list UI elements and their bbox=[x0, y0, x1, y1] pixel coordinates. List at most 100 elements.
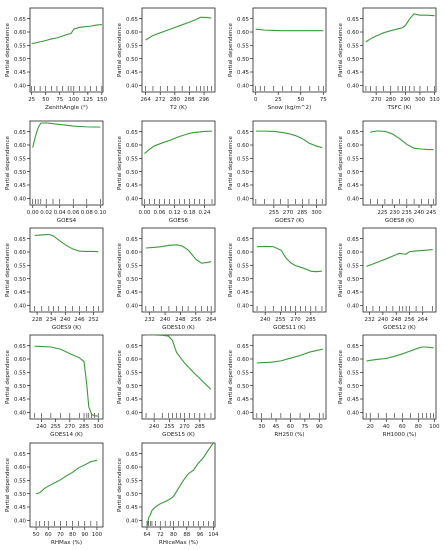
y-tick-label: 0.50 bbox=[14, 492, 27, 498]
y-tick-label: 0.45 bbox=[14, 397, 26, 403]
y-tick-label: 0.40 bbox=[126, 304, 139, 310]
y-tick-label: 0.60 bbox=[237, 30, 250, 36]
y-tick-label: 0.65 bbox=[347, 130, 359, 136]
x-tick-label: 50 bbox=[297, 97, 304, 103]
y-tick-label: 0.55 bbox=[14, 264, 26, 270]
y-tick-label: 0.40 bbox=[126, 84, 139, 90]
y-tick-label: 0.55 bbox=[237, 264, 249, 270]
x-tick-label: 60 bbox=[45, 532, 52, 538]
x-tick-label: 96 bbox=[197, 532, 204, 538]
x-tick-label: 285 bbox=[306, 317, 316, 323]
y-tick-label: 0.60 bbox=[14, 250, 27, 256]
x-tick-label: 100 bbox=[69, 97, 80, 103]
y-tick-label: 0.45 bbox=[347, 290, 359, 296]
y-axis-label: Partial dependence bbox=[338, 349, 344, 403]
x-tick-label: 60 bbox=[399, 424, 406, 430]
x-axis-label: RHMax (%) bbox=[51, 540, 82, 546]
y-tick-label: 0.45 bbox=[237, 290, 249, 296]
y-tick-label: 0.65 bbox=[237, 130, 249, 136]
x-tick-label: 270 bbox=[179, 424, 190, 430]
y-tick-label: 0.45 bbox=[237, 183, 249, 189]
pd-line bbox=[366, 249, 433, 267]
y-tick-label: 0.55 bbox=[14, 371, 26, 377]
y-tick-label: 0.40 bbox=[14, 197, 27, 203]
y-tick-label: 0.60 bbox=[126, 250, 139, 256]
y-axis-label: Partial dependence bbox=[117, 135, 123, 189]
y-tick-label: 0.40 bbox=[237, 411, 250, 417]
x-tick-label: 88 bbox=[183, 532, 190, 538]
plot-frame bbox=[252, 334, 327, 420]
x-tick-label: 72 bbox=[157, 532, 164, 538]
x-tick-label: 264 bbox=[418, 317, 429, 323]
y-tick-label: 0.55 bbox=[237, 157, 249, 163]
x-tick-label: 255 bbox=[50, 424, 60, 430]
y-tick-label: 0.50 bbox=[237, 170, 250, 176]
y-axis-label: Partial dependence bbox=[338, 242, 344, 296]
x-tick-label: 296 bbox=[199, 97, 210, 103]
pd-line bbox=[144, 130, 213, 154]
y-tick-label: 0.55 bbox=[126, 44, 138, 50]
x-axis-label: RH1000 (%) bbox=[383, 432, 417, 438]
pd-line bbox=[34, 233, 99, 253]
plot-frame bbox=[252, 120, 327, 206]
y-tick-label: 0.45 bbox=[237, 397, 249, 403]
y-tick-label: 0.55 bbox=[14, 44, 26, 50]
x-tick-label: 264 bbox=[206, 317, 217, 323]
x-tick-label: 0.06 bbox=[153, 210, 166, 216]
y-tick-label: 0.45 bbox=[126, 183, 138, 189]
x-tick-label: 255 bbox=[269, 210, 279, 216]
pd-line bbox=[366, 346, 434, 362]
x-tick-label: 100 bbox=[92, 532, 103, 538]
x-tick-label: 0.02 bbox=[40, 210, 52, 216]
y-tick-label: 0.60 bbox=[126, 465, 139, 471]
x-tick-label: 150 bbox=[97, 97, 108, 103]
y-tick-label: 0.55 bbox=[14, 157, 26, 163]
y-tick-label: 0.45 bbox=[347, 183, 359, 189]
x-tick-label: 285 bbox=[79, 424, 89, 430]
x-tick-label: 60 bbox=[287, 424, 294, 430]
pd-line bbox=[256, 348, 324, 364]
y-tick-label: 0.50 bbox=[237, 57, 250, 63]
plot-frame bbox=[29, 442, 104, 528]
y-axis-label: Partial dependence bbox=[228, 22, 234, 76]
x-axis-label: T2 (K) bbox=[169, 105, 187, 111]
plot-frame bbox=[141, 7, 216, 93]
x-tick-label: 240 bbox=[378, 317, 389, 323]
y-tick-label: 0.40 bbox=[347, 84, 360, 90]
y-tick-label: 0.65 bbox=[126, 17, 138, 23]
y-tick-label: 0.50 bbox=[126, 277, 139, 283]
x-tick-label: 234 bbox=[46, 317, 57, 323]
x-tick-label: 0.10 bbox=[94, 210, 107, 216]
x-tick-label: 104 bbox=[208, 532, 219, 538]
x-tick-label: 232 bbox=[364, 317, 374, 323]
y-tick-label: 0.55 bbox=[14, 479, 26, 485]
x-tick-label: 50 bbox=[33, 532, 40, 538]
x-tick-label: 300 bbox=[311, 210, 322, 216]
y-tick-label: 0.60 bbox=[347, 30, 360, 36]
y-tick-label: 0.40 bbox=[347, 197, 360, 203]
y-tick-label: 0.45 bbox=[14, 183, 26, 189]
y-tick-label: 0.60 bbox=[14, 357, 27, 363]
y-tick-label: 0.55 bbox=[347, 157, 359, 163]
x-tick-label: 20 bbox=[367, 424, 374, 430]
x-tick-label: 0.24 bbox=[198, 210, 211, 216]
y-tick-label: 0.65 bbox=[126, 344, 138, 350]
pd-line bbox=[365, 13, 435, 43]
plot-frame bbox=[141, 227, 216, 313]
y-axis-label: Partial dependence bbox=[338, 135, 344, 189]
y-tick-label: 0.45 bbox=[126, 290, 138, 296]
y-tick-label: 0.50 bbox=[14, 57, 27, 63]
plot-frame bbox=[29, 120, 104, 206]
y-tick-label: 0.60 bbox=[14, 143, 27, 149]
y-tick-label: 0.40 bbox=[237, 197, 250, 203]
x-tick-label: 75 bbox=[320, 97, 327, 103]
y-tick-label: 0.65 bbox=[237, 344, 249, 350]
